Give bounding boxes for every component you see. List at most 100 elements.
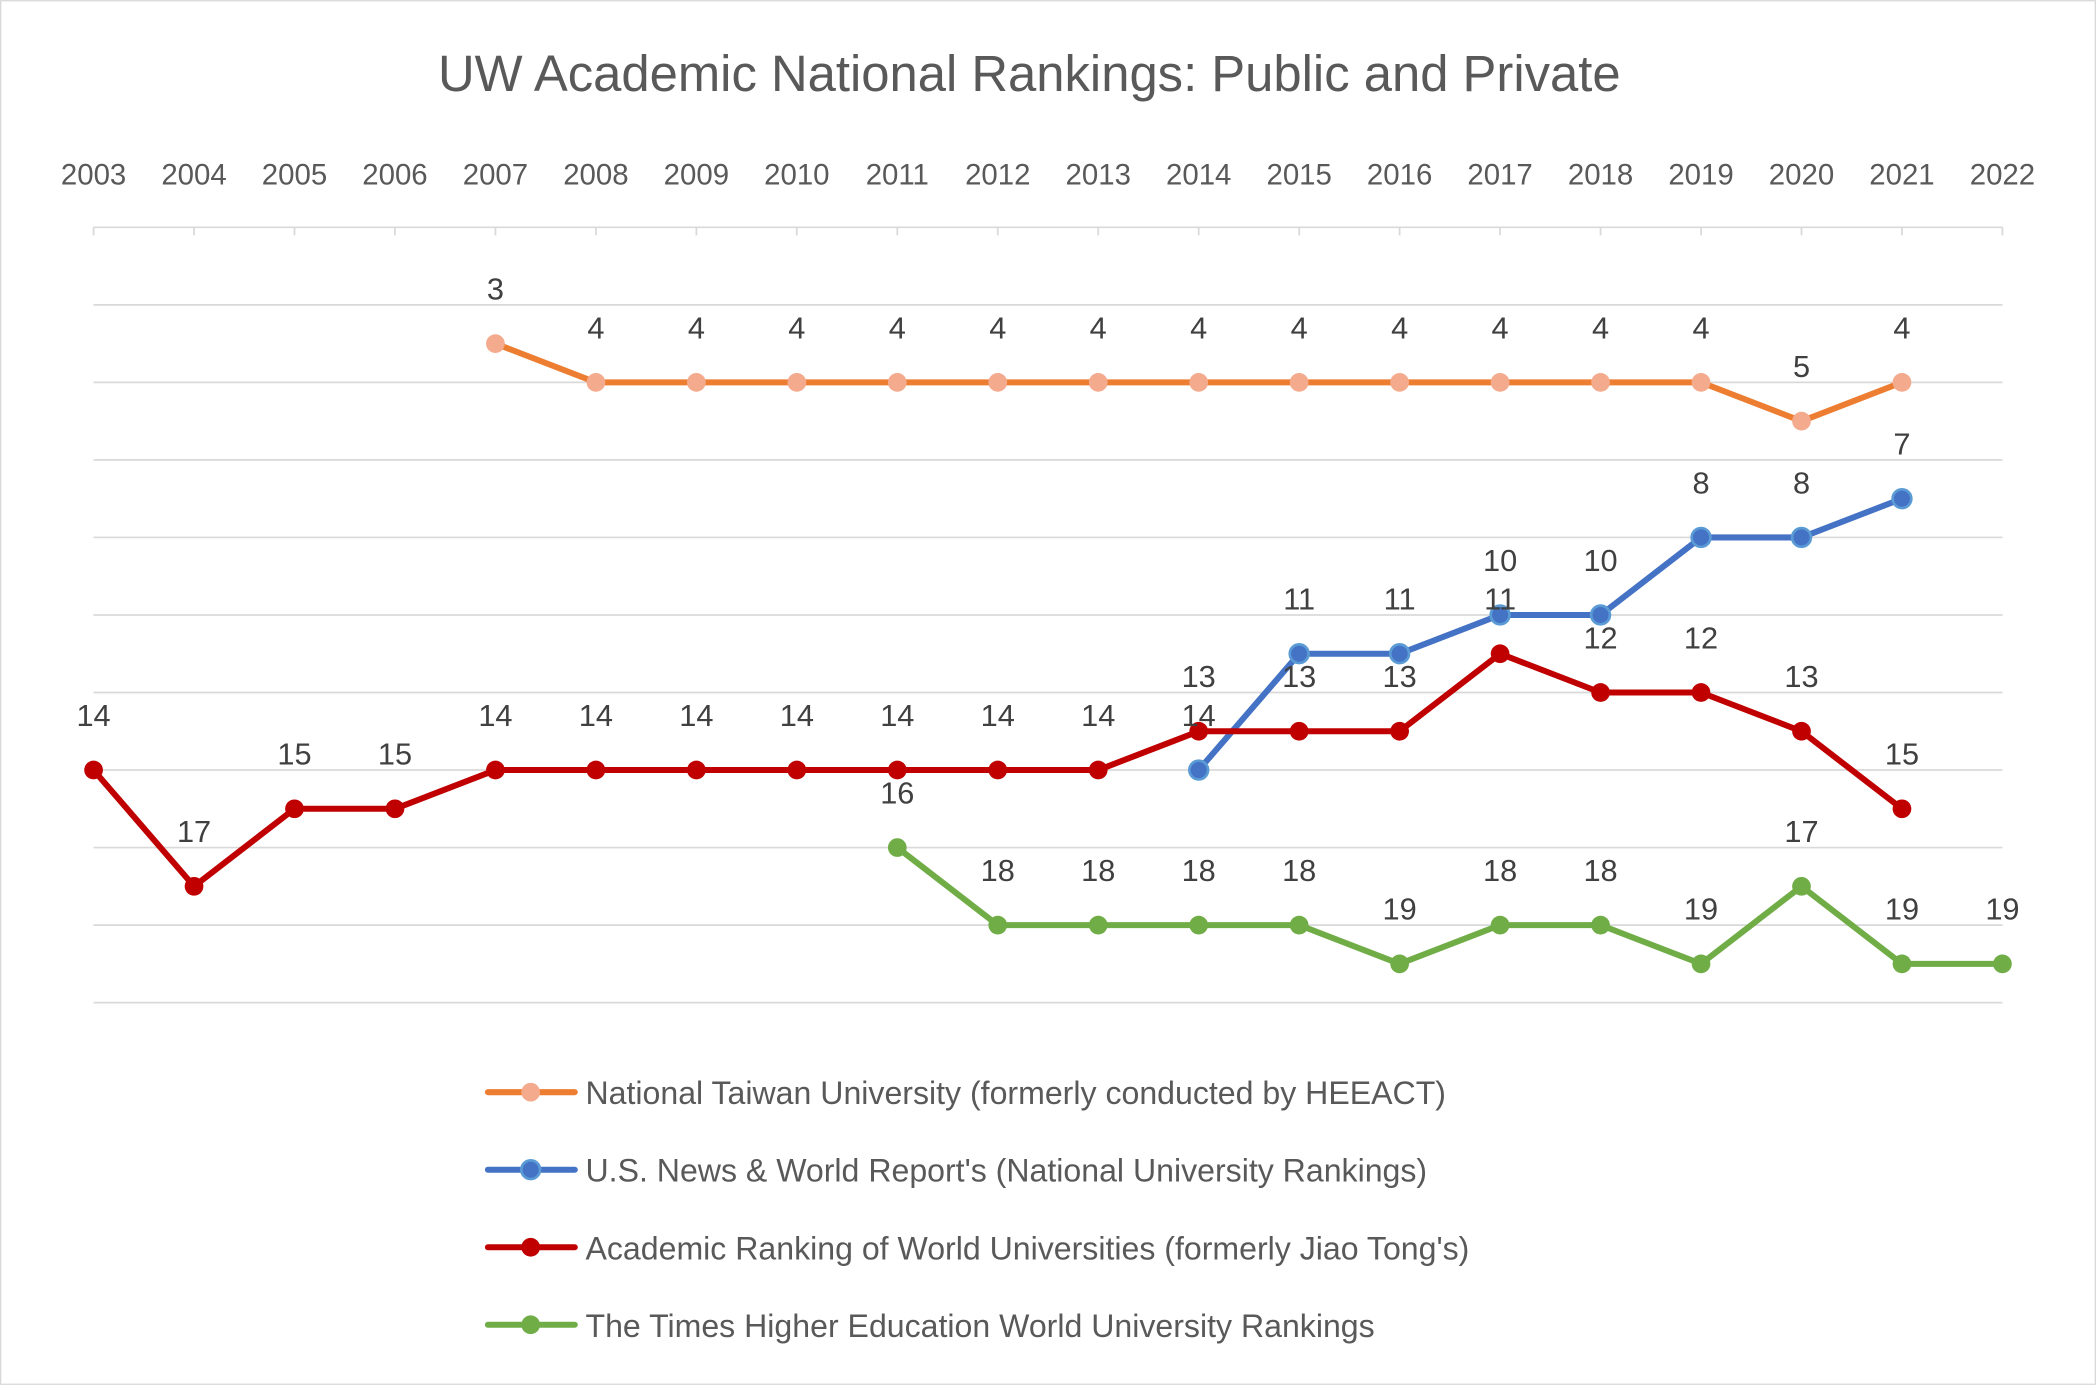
data-point xyxy=(1792,721,1811,741)
data-label: 8 xyxy=(1793,465,1810,500)
data-point xyxy=(1591,373,1610,392)
data-label: 13 xyxy=(1182,659,1216,694)
data-label: 19 xyxy=(1885,892,1919,927)
legend-marker xyxy=(521,1237,541,1257)
data-point xyxy=(1189,721,1209,741)
data-point xyxy=(988,373,1008,392)
data-point xyxy=(787,373,807,392)
data-label: 18 xyxy=(1081,853,1115,888)
data-label: 10 xyxy=(1483,543,1517,578)
data-label: 18 xyxy=(1483,853,1517,888)
data-point xyxy=(486,760,505,780)
data-point xyxy=(1489,604,1511,626)
x-tick-label: 2018 xyxy=(1568,159,1633,192)
x-tick-label: 2005 xyxy=(262,159,327,192)
data-point xyxy=(586,373,606,392)
data-label: 18 xyxy=(1282,853,1316,888)
data-point xyxy=(1691,683,1711,702)
x-tick-label: 2017 xyxy=(1467,159,1532,192)
data-point xyxy=(1690,526,1712,549)
x-tick-label: 2003 xyxy=(61,159,126,192)
data-label: 4 xyxy=(1592,310,1609,345)
data-point xyxy=(1189,373,1209,392)
data-label: 14 xyxy=(981,698,1015,733)
data-label: 14 xyxy=(880,698,914,733)
data-point xyxy=(586,760,606,780)
series-0 xyxy=(486,334,1912,431)
x-tick-label: 2013 xyxy=(1066,159,1131,192)
data-point xyxy=(887,373,907,392)
data-label: 4 xyxy=(1190,310,1207,345)
data-point xyxy=(988,760,1008,780)
data-point xyxy=(1891,487,1913,510)
data-label: 15 xyxy=(378,737,412,772)
x-tick-label: 2019 xyxy=(1668,159,1733,192)
data-point xyxy=(1490,915,1510,935)
data-label: 18 xyxy=(1182,853,1216,888)
data-point xyxy=(1591,683,1610,702)
data-label: 13 xyxy=(1784,659,1818,694)
data-label: 14 xyxy=(679,698,713,733)
x-tick-label: 2020 xyxy=(1769,159,1834,192)
x-tick-label: 2021 xyxy=(1869,159,1934,192)
data-label: 12 xyxy=(1684,620,1718,655)
data-point xyxy=(1390,721,1409,741)
data-point xyxy=(687,760,706,780)
data-label: 19 xyxy=(1985,892,2019,927)
legend-label: U.S. News & World Report's (National Uni… xyxy=(585,1153,1427,1189)
data-point xyxy=(1390,954,1409,974)
legend-marker xyxy=(521,1082,541,1102)
data-label: 18 xyxy=(981,853,1015,888)
data-point xyxy=(1490,644,1510,664)
x-tick-label: 2022 xyxy=(1970,159,2035,192)
data-point xyxy=(1892,954,1912,974)
series-3 xyxy=(887,838,2012,974)
data-point xyxy=(1188,759,1210,781)
x-tick-label: 2011 xyxy=(866,159,929,192)
legend-label: The Times Higher Education World Univers… xyxy=(585,1308,1374,1344)
data-point xyxy=(1388,643,1411,665)
x-tick-label: 2010 xyxy=(764,159,829,192)
data-label: 17 xyxy=(177,814,211,849)
data-point xyxy=(1792,876,1811,896)
x-tick-label: 2004 xyxy=(161,159,226,192)
data-label: 4 xyxy=(989,310,1006,345)
data-label: 4 xyxy=(1391,310,1408,345)
data-point xyxy=(1993,954,2012,974)
data-point xyxy=(887,838,907,857)
x-tick-label: 2012 xyxy=(965,159,1030,192)
data-point xyxy=(687,373,706,392)
legend-marker xyxy=(519,1159,542,1181)
data-label: 12 xyxy=(1583,620,1617,655)
data-point xyxy=(1892,799,1912,819)
data-label: 18 xyxy=(1583,853,1617,888)
data-point xyxy=(385,799,405,819)
x-tick-label: 2014 xyxy=(1166,159,1231,192)
legend-label: Academic Ranking of World Universities (… xyxy=(585,1230,1469,1266)
series-2 xyxy=(84,644,1912,896)
series-line xyxy=(1195,495,1905,774)
data-point xyxy=(1691,373,1711,392)
data-point xyxy=(1589,604,1612,626)
data-label: 14 xyxy=(478,698,512,733)
data-point xyxy=(1691,954,1711,974)
chart-title: UW Academic National Rankings: Public an… xyxy=(438,45,1621,102)
data-label: 4 xyxy=(788,310,805,345)
data-label: 15 xyxy=(277,737,311,772)
data-label: 14 xyxy=(1182,698,1216,733)
data-label: 13 xyxy=(1383,659,1417,694)
data-label: 11 xyxy=(1384,582,1416,617)
series-1 xyxy=(1188,487,1913,781)
x-tick-label: 2015 xyxy=(1266,159,1331,192)
legend-marker xyxy=(521,1315,541,1335)
data-label: 17 xyxy=(1784,814,1818,849)
data-label: 5 xyxy=(1793,349,1810,384)
data-point xyxy=(1288,643,1310,665)
data-label: 4 xyxy=(1692,310,1709,345)
data-label: 4 xyxy=(1090,310,1107,345)
data-label: 13 xyxy=(1282,659,1316,694)
data-point xyxy=(285,799,304,819)
data-label: 11 xyxy=(1484,582,1516,617)
